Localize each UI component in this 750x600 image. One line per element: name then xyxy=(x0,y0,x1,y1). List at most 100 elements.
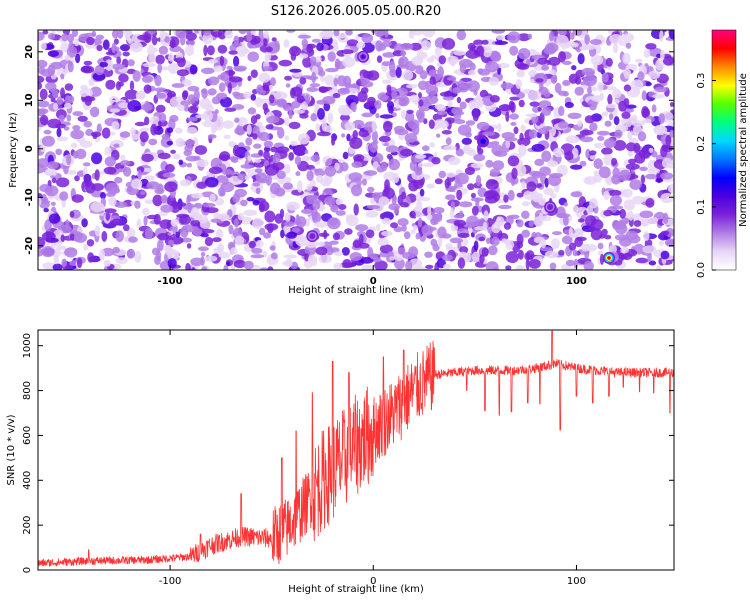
spectrogram-cell xyxy=(191,267,196,270)
spectrogram-cell xyxy=(599,234,606,239)
spectrogram-cell xyxy=(253,143,262,149)
spectrogram-cell xyxy=(157,152,171,160)
spectrogram-cell xyxy=(640,174,646,184)
spectrogram-cell xyxy=(296,95,305,103)
spectrogram-cell xyxy=(288,121,301,130)
colorbar: 0.0 0.1 0.2 0.3 Normalized spectral amplitu… xyxy=(696,29,749,278)
spectrogram-cell xyxy=(621,111,631,119)
spectrogram-cell xyxy=(255,114,261,120)
spectrogram-cell xyxy=(622,188,633,198)
spectrogram-cell xyxy=(625,230,638,240)
spectrogram-cell xyxy=(263,38,268,47)
spectrogram-cell xyxy=(611,157,618,166)
spectrogram-cell xyxy=(253,158,262,163)
spectrogram-cell xyxy=(442,95,455,101)
spectrogram-cell xyxy=(47,33,56,40)
spectrogram-cell xyxy=(603,190,610,200)
spectrogram-cell xyxy=(333,77,339,87)
spectrogram-cell xyxy=(613,140,627,151)
spectrogram-cell xyxy=(507,189,515,201)
spectrogram-cells xyxy=(38,30,674,270)
spectrogram-cell xyxy=(605,86,617,91)
spectrogram-cell xyxy=(659,30,664,42)
spectrogram-cell xyxy=(115,230,124,243)
spectrogram-cell xyxy=(617,252,624,263)
spectrogram-cell xyxy=(384,30,389,38)
spectrogram-cell xyxy=(234,188,247,198)
spectrogram-cell xyxy=(584,115,595,124)
spectrogram-cell xyxy=(516,241,524,249)
spectrogram-cell xyxy=(111,218,123,226)
spectrogram-cell xyxy=(590,228,603,241)
spectrogram-cell xyxy=(348,172,363,182)
spectrogram-cell xyxy=(510,101,516,113)
spectrogram-cell xyxy=(473,88,478,96)
spectrogram-cell xyxy=(45,82,57,91)
spectrogram-cell xyxy=(291,227,301,233)
spectrogram-cell xyxy=(232,104,245,110)
spectrogram-cell xyxy=(518,99,525,108)
spectrogram-cell xyxy=(67,61,74,73)
spectrogram-cell xyxy=(274,91,287,101)
spectrogram-cell xyxy=(56,96,64,105)
spectrogram-cell xyxy=(577,218,585,223)
spectrogram-cell xyxy=(550,75,558,84)
spectrogram-cell xyxy=(661,157,673,169)
spectrogram-cell xyxy=(305,94,310,105)
spectrogram-cell xyxy=(498,204,512,210)
spectrogram-cell xyxy=(404,133,418,143)
spectrogram-cell xyxy=(434,47,442,57)
spectrogram-cell xyxy=(417,217,423,228)
spectrogram-cell xyxy=(272,161,285,171)
spectrogram-cell xyxy=(228,224,234,235)
spectrogram-cell xyxy=(465,49,480,59)
spectrogram-cell xyxy=(660,192,674,204)
spectrogram-cell xyxy=(190,257,204,267)
y-tick-label: 800 xyxy=(22,381,33,400)
spectrogram-cell xyxy=(579,46,590,51)
spectrogram-cell xyxy=(166,127,174,134)
spectrogram-cell xyxy=(165,163,175,173)
spectrogram-cell xyxy=(340,113,350,122)
spectrogram-cell xyxy=(538,86,549,95)
y-tick-label: 200 xyxy=(22,516,33,535)
spectrogram-cell xyxy=(505,265,512,270)
spectrogram-cell xyxy=(352,130,358,139)
spectrogram-cell xyxy=(667,183,674,194)
spectrogram-cell xyxy=(539,166,551,176)
spectrogram-cell xyxy=(389,68,397,78)
spectrogram-cell xyxy=(382,79,392,84)
spectrogram-cell xyxy=(462,238,469,246)
spectrogram-cell xyxy=(201,229,215,234)
spectrogram-cell xyxy=(408,246,419,258)
spectrogram-cell xyxy=(331,137,336,146)
spectrogram-cell xyxy=(374,30,385,38)
spectrogram-cell xyxy=(231,157,239,164)
spectrogram-cell xyxy=(201,266,208,270)
spectrogram-cell xyxy=(586,176,592,185)
spectrogram-cell xyxy=(543,45,556,55)
spectrogram-cell xyxy=(155,92,167,99)
spectrogram-cell xyxy=(666,239,674,246)
spectrogram-cell xyxy=(515,79,522,90)
spectrogram-cell xyxy=(114,201,128,208)
spectrogram-cell xyxy=(457,257,466,269)
spectrogram-cell xyxy=(424,251,433,258)
spectrogram-cell xyxy=(660,49,665,61)
spectrogram-cell xyxy=(356,41,366,49)
spectrogram-cell xyxy=(309,56,317,66)
spectrogram-cell xyxy=(379,244,393,254)
spectrogram-cell xyxy=(69,211,75,218)
spectrogram-cell xyxy=(83,120,92,128)
spectrogram-cell xyxy=(110,131,116,136)
spectrogram-cell xyxy=(204,236,213,247)
spectrogram-cell xyxy=(505,111,510,122)
spectrogram-cell xyxy=(517,33,531,42)
spectrogram-cell xyxy=(127,59,135,67)
spectrogram-cell xyxy=(159,30,166,41)
spectrogram-cell xyxy=(234,117,240,123)
spectrogram-cell xyxy=(418,92,422,99)
spectrogram-cell xyxy=(434,104,445,110)
spectrogram-cell xyxy=(247,107,257,115)
spectrogram-cell xyxy=(470,162,484,169)
